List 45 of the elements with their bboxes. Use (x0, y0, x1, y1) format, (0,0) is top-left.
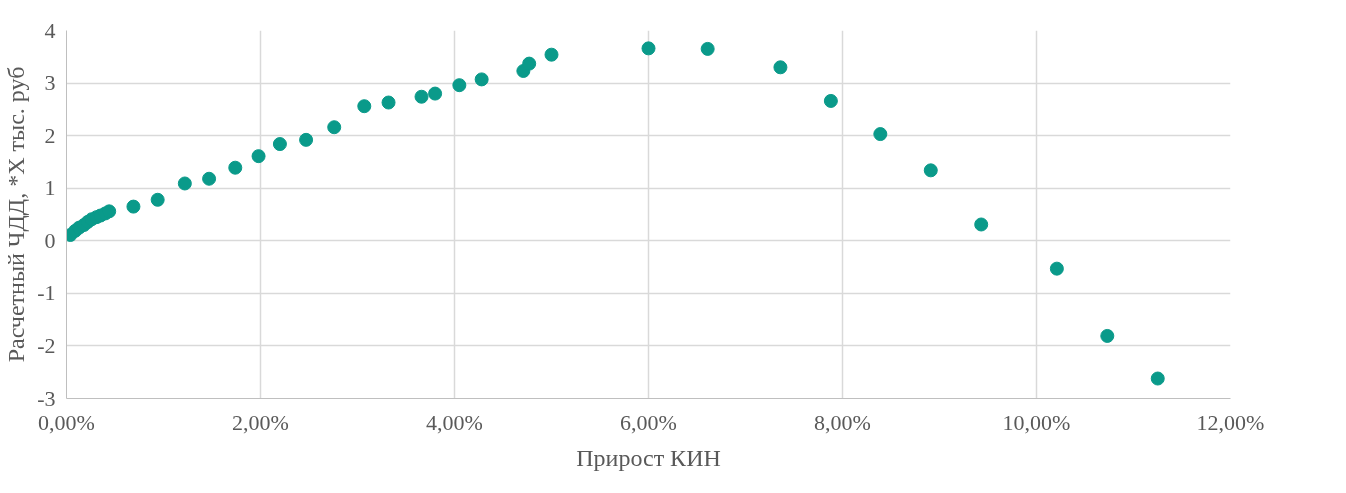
point (272, 137, 287, 152)
point (823, 93, 838, 108)
point (641, 41, 656, 56)
point (428, 86, 443, 101)
y-tick-label: 0 (44, 227, 56, 253)
point (150, 192, 165, 207)
x-tick-label: 4,00% (426, 409, 483, 435)
x-axis-title: Прирост КИН (576, 444, 721, 471)
point (357, 99, 372, 114)
x-tick-label: 2,00% (232, 409, 289, 435)
x-tick-label: 12,00% (1196, 409, 1265, 435)
point (202, 171, 217, 186)
point (474, 72, 489, 87)
y-tick-label: -2 (37, 332, 56, 358)
point (1150, 371, 1165, 386)
point (522, 56, 537, 71)
point (177, 176, 192, 191)
y-tick-label: 2 (44, 122, 56, 148)
y-tick-label: -3 (37, 385, 56, 411)
point (452, 78, 467, 93)
x-tick-label: 8,00% (814, 409, 871, 435)
y-tick-label: 3 (44, 70, 56, 96)
x-tick-label: 0,00% (38, 409, 95, 435)
y-tick-label: 1 (44, 175, 56, 201)
point (773, 60, 788, 75)
point (1100, 328, 1115, 343)
point (414, 89, 429, 104)
point (381, 95, 396, 110)
y-tick-label: -1 (37, 280, 56, 306)
point (1049, 261, 1064, 276)
point (700, 41, 715, 56)
point (923, 163, 938, 178)
point (544, 47, 559, 62)
x-tick-label: 6,00% (620, 409, 677, 435)
point (974, 217, 989, 232)
y-axis-title: Расчетный ЧДД, *X тыс. руб (3, 66, 30, 363)
point (102, 204, 117, 219)
x-tick-label: 10,00% (1002, 409, 1071, 435)
point (126, 199, 141, 214)
point (873, 127, 888, 142)
point (228, 160, 243, 175)
point (251, 149, 266, 164)
point (299, 132, 314, 147)
point (327, 120, 342, 135)
y-tick-label: 4 (44, 17, 56, 43)
